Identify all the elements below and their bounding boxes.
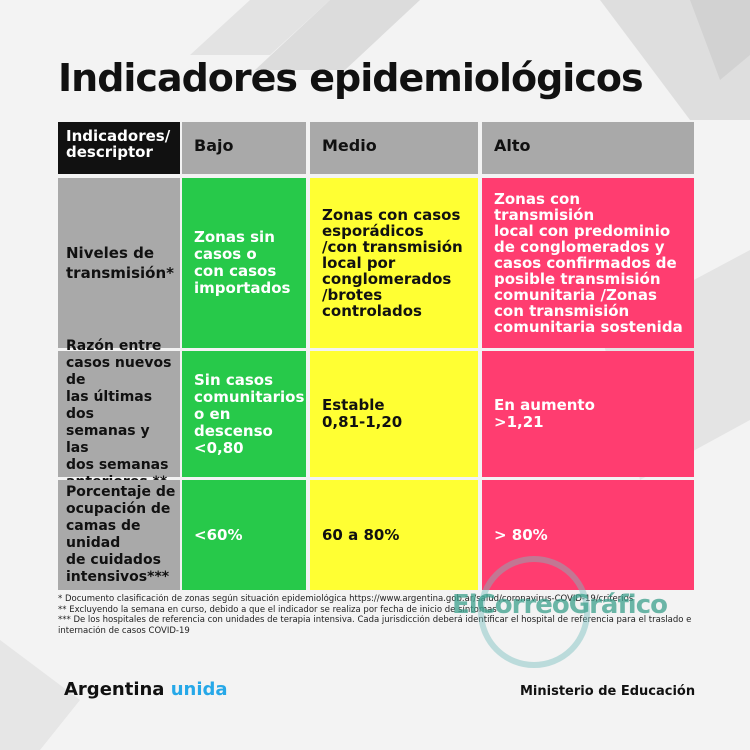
row-label-ocupacion: Porcentaje de ocupación de camas de unid… xyxy=(58,480,180,590)
cell-bajo-razon: Sin casos comunitarios o en descenso <0,… xyxy=(182,351,306,477)
header-medio: Medio xyxy=(310,122,478,174)
header-alto: Alto xyxy=(482,122,694,174)
row-label-razon: Razón entre casos nuevos de las últimas … xyxy=(58,338,180,490)
footnote-4: internación de casos COVID-19 xyxy=(58,625,190,636)
footnotes: * Documento clasificación de zonas según… xyxy=(58,594,698,636)
cell-medio-ocupacion: 60 a 80% xyxy=(310,480,478,590)
page-title: Indicadores epidemiológicos xyxy=(58,56,644,100)
footnote-3: *** De los hospitales de referencia con … xyxy=(58,615,692,625)
cell-bajo-transmision: Zonas sin casos o con casos importados xyxy=(182,178,306,348)
brand-accent-text: unida xyxy=(170,679,228,700)
cell-alto-razon: En aumento >1,21 xyxy=(482,351,694,477)
header-indicadores: Indicadores/ descriptor xyxy=(58,122,180,174)
footnote-2: ** Excluyendo la semana en curso, debido… xyxy=(58,604,497,615)
ministry-name: Ministerio de Educación xyxy=(520,684,696,699)
footnote-1: * Documento clasificación de zonas según… xyxy=(58,594,634,604)
cell-alto-transmision: Zonas con transmisión local con predomin… xyxy=(482,178,694,348)
argentina-unida-logo: Argentina unida xyxy=(64,679,228,700)
cell-bajo-ocupacion: <60% xyxy=(182,480,306,590)
row-label-transmision: Niveles de transmisión* xyxy=(58,178,180,348)
brand-main-text: Argentina xyxy=(64,679,165,700)
watermark-logo: ElCorreoGráfico xyxy=(452,590,668,620)
cell-medio-razon: Estable 0,81-1,20 xyxy=(310,351,478,477)
watermark-circle-icon xyxy=(478,556,590,668)
cell-alto-ocupacion: > 80% xyxy=(482,480,694,590)
indicators-table: Indicadores/ descriptor Bajo Medio Alto … xyxy=(58,122,694,590)
cell-medio-transmision: Zonas con casos esporádicos /con transmi… xyxy=(310,178,478,348)
header-bajo: Bajo xyxy=(182,122,306,174)
